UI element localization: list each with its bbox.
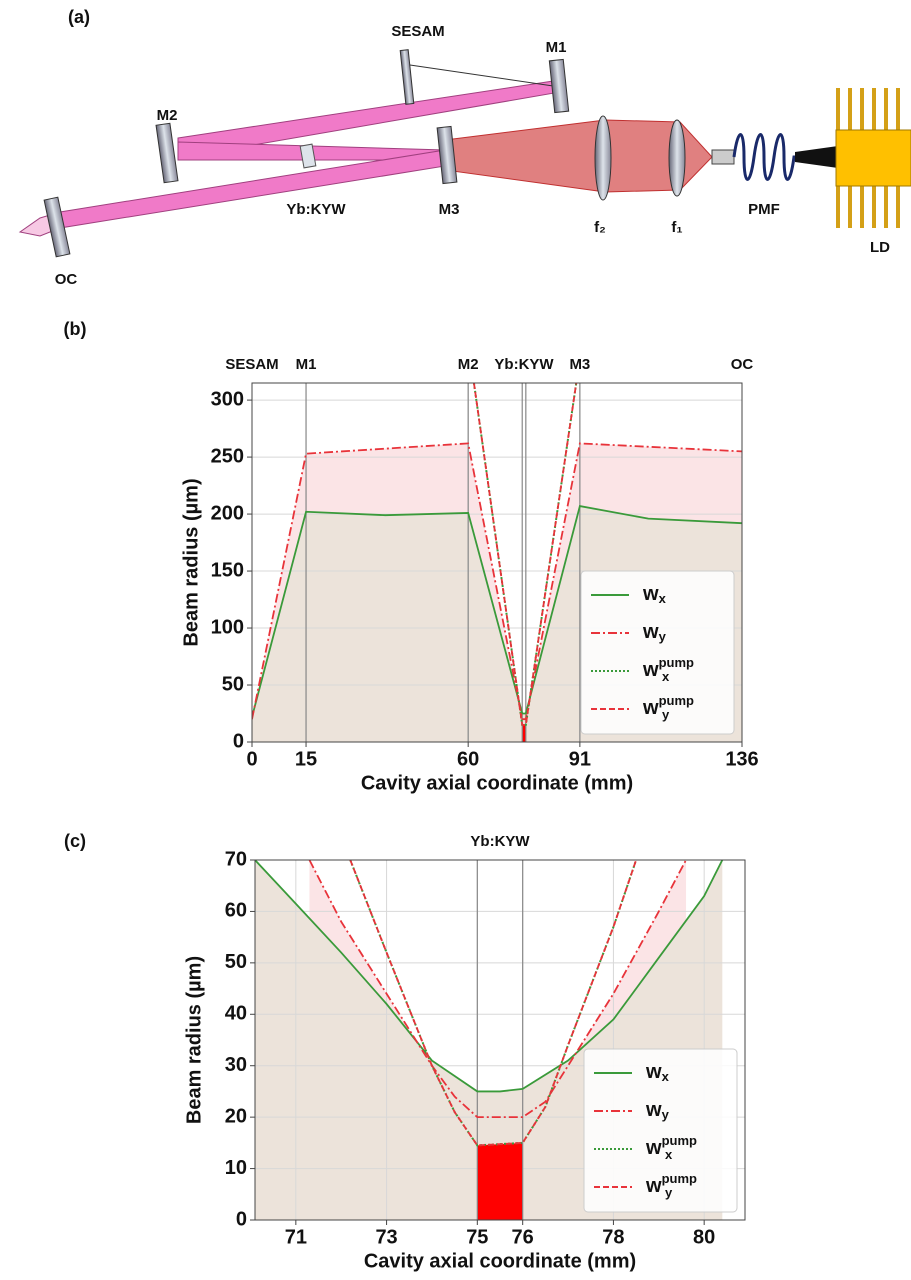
x-tick-label: 91 [569,748,591,770]
y-tick-label: 20 [225,1105,247,1127]
setup-diagram: (a) SESAM M1 M2 Yb:KYW M3 f₂ f₁ PM [18,7,911,288]
x-axis-label: Cavity axial coordinate (mm) [361,772,633,794]
laser-diode [835,88,911,228]
y-tick-label: 50 [222,673,244,695]
legend-label: wpump y [642,693,694,722]
axes-frame [251,382,743,743]
component-label: LD [870,239,890,256]
panel-label: (a) [68,7,90,27]
component-label: M1 [546,39,567,56]
legend-label: wy [642,621,667,644]
y-tick-label: 50 [225,951,247,973]
legend-label: wpump x [642,655,694,684]
lens [594,115,612,201]
y-tick-label: 250 [211,445,244,467]
series-line [473,383,578,726]
component-label: M3 [439,201,460,218]
component-label: PMF [748,201,780,218]
element-label: M1 [296,356,317,373]
panel-label: (b) [64,319,87,339]
series-line [252,505,742,718]
x-tick-label: 0 [246,748,257,770]
y-tick-label: 200 [211,502,244,524]
crystal [299,143,317,169]
component-label: Yb:KYW [286,201,346,218]
y-axis-label: Beam radius (µm) [183,956,205,1124]
component-label: M2 [157,107,178,124]
x-tick-label: 76 [512,1226,534,1248]
panel-label: (c) [64,831,86,851]
mirror [43,196,71,258]
crystal-region [477,1142,523,1220]
legend-label: wpump y [645,1171,697,1200]
series-line [308,860,687,1119]
mirror [436,125,458,185]
y-tick-label: 70 [225,848,247,870]
component-label: f₂ [594,219,606,236]
x-tick-label: 73 [375,1226,397,1248]
component-label: SESAM [391,23,444,40]
series-line [255,860,724,1093]
component-label: OC [55,271,78,288]
fiber-coil [732,133,804,181]
x-tick-label: 80 [693,1226,715,1248]
y-axis-label: Beam radius (µm) [180,478,202,646]
connector [711,149,735,165]
fiber-tip [795,146,838,168]
x-tick-label: 78 [602,1226,624,1248]
legend-label: wx [645,1061,670,1084]
element-label: SESAM [225,356,278,373]
axes-frame [254,859,746,1221]
x-tick-label: 15 [295,748,317,770]
component-label: f₁ [671,219,682,236]
legend-label: wx [642,583,667,606]
legend-label: wy [645,1099,670,1122]
beam-line [409,64,561,88]
mirror [399,49,415,105]
x-tick-label: 71 [285,1226,307,1248]
y-tick-label: 40 [225,1003,247,1025]
x-tick-label: 136 [725,748,758,770]
y-tick-label: 10 [225,1157,247,1179]
x-axis-label: Cavity axial coordinate (mm) [364,1250,636,1272]
lens [668,119,686,197]
element-label: Yb:KYW [470,833,530,850]
x-tick-label: 60 [457,748,479,770]
element-label: Yb:KYW [494,356,554,373]
y-tick-label: 60 [225,900,247,922]
y-tick-label: 100 [211,616,244,638]
y-tick-label: 150 [211,559,244,581]
legend-box [580,570,735,735]
x-tick-label: 75 [466,1226,488,1248]
series-line [349,860,637,1147]
legend-box [583,1048,738,1213]
y-tick-label: 300 [211,388,244,410]
legend-label: wpump x [645,1133,697,1162]
pump-beam [444,119,713,193]
beam [59,149,446,229]
element-label: M2 [458,356,479,373]
crystal-region [522,724,526,742]
element-label: OC [731,356,754,373]
y-tick-label: 0 [236,1208,247,1230]
y-tick-label: 30 [225,1054,247,1076]
series-line [252,442,742,721]
mirror [155,122,179,184]
mirror [548,58,570,114]
y-tick-label: 0 [233,730,244,752]
element-label: M3 [569,356,590,373]
